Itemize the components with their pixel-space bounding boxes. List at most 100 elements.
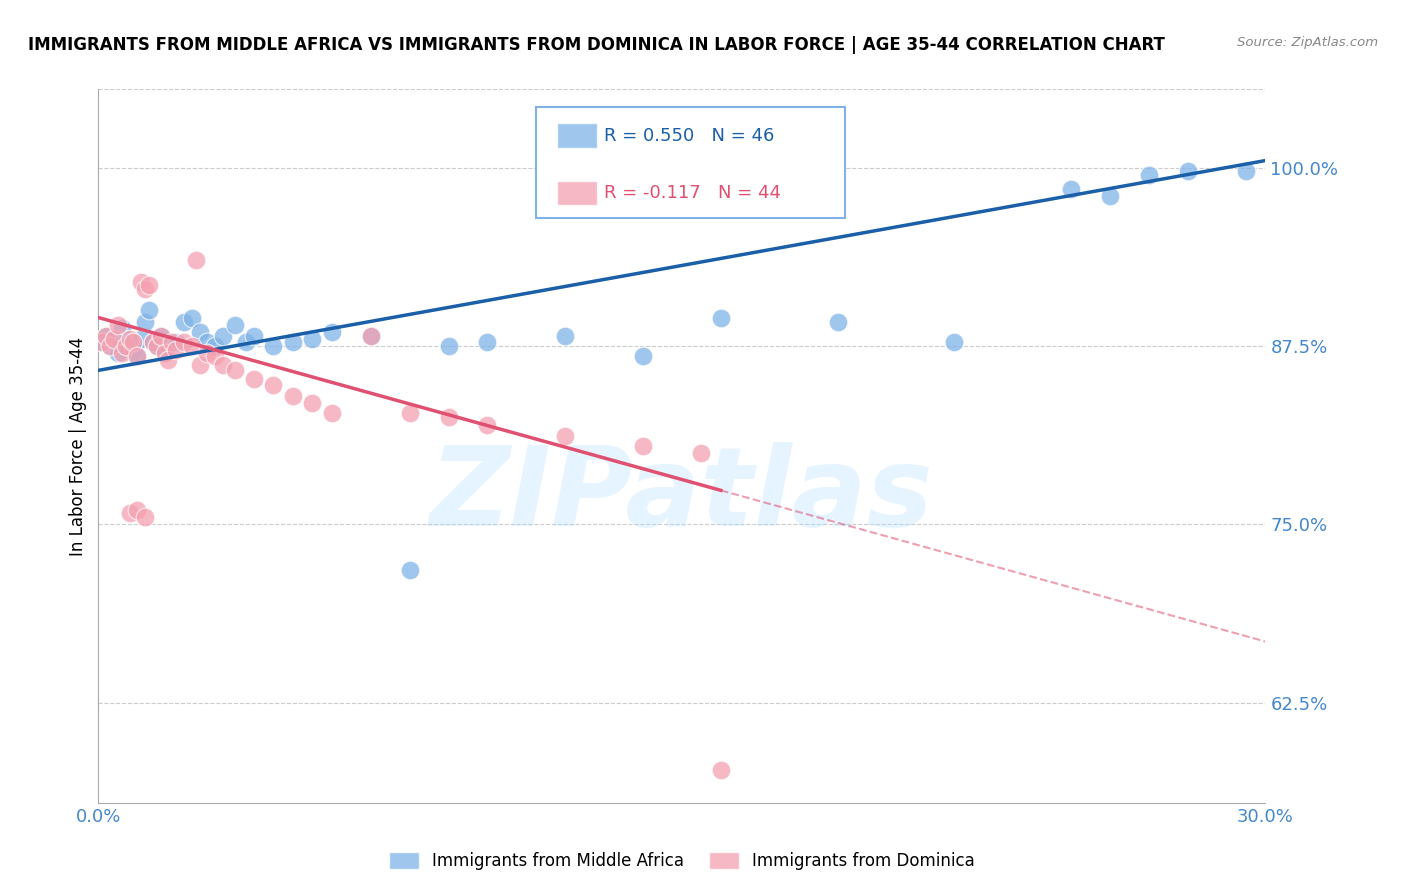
- Point: [437, 339, 460, 353]
- Text: ZIPatlas: ZIPatlas: [430, 442, 934, 549]
- Point: [134, 510, 156, 524]
- Point: [91, 334, 114, 349]
- Point: [91, 334, 114, 349]
- Point: [162, 334, 184, 349]
- Point: [142, 334, 165, 349]
- Point: [173, 315, 195, 329]
- Point: [212, 358, 235, 372]
- Point: [262, 377, 284, 392]
- Point: [1177, 163, 1199, 178]
- Point: [710, 310, 733, 325]
- Point: [134, 282, 156, 296]
- Point: [103, 332, 125, 346]
- Point: [204, 349, 226, 363]
- Y-axis label: In Labor Force | Age 35-44: In Labor Force | Age 35-44: [69, 336, 87, 556]
- Point: [107, 318, 129, 332]
- Point: [281, 389, 304, 403]
- Point: [98, 339, 121, 353]
- Point: [188, 358, 211, 372]
- Point: [554, 429, 576, 443]
- Point: [212, 329, 235, 343]
- Point: [398, 406, 420, 420]
- Text: R = -0.117   N = 44: R = -0.117 N = 44: [603, 184, 780, 202]
- Point: [224, 318, 246, 332]
- Point: [134, 315, 156, 329]
- Point: [153, 346, 176, 360]
- Point: [138, 303, 160, 318]
- Point: [153, 346, 176, 360]
- Point: [146, 339, 169, 353]
- Point: [142, 334, 165, 349]
- Point: [710, 763, 733, 777]
- Point: [173, 334, 195, 349]
- Text: IMMIGRANTS FROM MIDDLE AFRICA VS IMMIGRANTS FROM DOMINICA IN LABOR FORCE | AGE 3: IMMIGRANTS FROM MIDDLE AFRICA VS IMMIGRA…: [28, 36, 1166, 54]
- Point: [631, 439, 654, 453]
- Point: [129, 332, 152, 346]
- Point: [157, 353, 180, 368]
- Point: [114, 339, 136, 353]
- Point: [118, 332, 141, 346]
- FancyBboxPatch shape: [536, 107, 845, 218]
- Point: [118, 334, 141, 349]
- Point: [1137, 168, 1160, 182]
- Point: [477, 417, 499, 432]
- Point: [943, 334, 966, 349]
- Point: [138, 277, 160, 292]
- Point: [107, 346, 129, 360]
- Point: [118, 506, 141, 520]
- Point: [127, 503, 149, 517]
- Point: [195, 334, 218, 349]
- Point: [827, 315, 849, 329]
- Text: R = 0.550   N = 46: R = 0.550 N = 46: [603, 127, 775, 145]
- Point: [321, 406, 343, 420]
- Text: Source: ZipAtlas.com: Source: ZipAtlas.com: [1237, 36, 1378, 49]
- Point: [690, 446, 713, 460]
- Point: [96, 329, 118, 343]
- Point: [96, 329, 118, 343]
- Point: [262, 339, 284, 353]
- FancyBboxPatch shape: [557, 180, 596, 205]
- Point: [103, 332, 125, 346]
- Point: [180, 310, 202, 325]
- Point: [98, 339, 121, 353]
- Point: [301, 332, 323, 346]
- Point: [157, 339, 180, 353]
- Point: [165, 334, 187, 349]
- Point: [127, 349, 149, 363]
- Point: [360, 329, 382, 343]
- Point: [243, 329, 266, 343]
- Point: [111, 346, 134, 360]
- Point: [1098, 189, 1121, 203]
- Point: [398, 563, 420, 577]
- Point: [321, 325, 343, 339]
- Point: [554, 329, 576, 343]
- Point: [149, 329, 172, 343]
- Point: [235, 334, 257, 349]
- Point: [122, 343, 145, 358]
- Point: [180, 339, 202, 353]
- Point: [477, 334, 499, 349]
- Point: [127, 349, 149, 363]
- Legend: Immigrants from Middle Africa, Immigrants from Dominica: Immigrants from Middle Africa, Immigrant…: [382, 845, 981, 877]
- Point: [122, 334, 145, 349]
- Point: [146, 339, 169, 353]
- Point: [165, 343, 187, 358]
- Point: [1234, 163, 1257, 178]
- Point: [195, 346, 218, 360]
- Point: [224, 363, 246, 377]
- Point: [111, 320, 134, 334]
- Point: [301, 396, 323, 410]
- Point: [149, 329, 172, 343]
- Point: [243, 372, 266, 386]
- Point: [129, 275, 152, 289]
- Point: [188, 325, 211, 339]
- Point: [204, 339, 226, 353]
- Point: [360, 329, 382, 343]
- Point: [631, 349, 654, 363]
- Point: [114, 339, 136, 353]
- Point: [437, 410, 460, 425]
- FancyBboxPatch shape: [557, 123, 596, 148]
- Point: [184, 253, 207, 268]
- Point: [281, 334, 304, 349]
- Point: [1060, 182, 1083, 196]
